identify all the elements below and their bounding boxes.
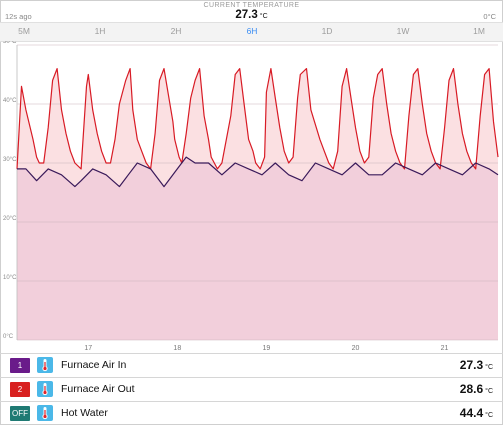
current-temperature-label: CURRENT TEMPERATURE — [203, 2, 300, 9]
series-line-furnace_out — [16, 68, 499, 170]
x-tick-label: 20 — [352, 345, 360, 352]
tab-6h[interactable]: 6H — [246, 26, 258, 36]
sensor-row-furnace-air-out[interactable]: 2 Furnace Air Out 28.6 °C — [0, 377, 503, 401]
tab-1m[interactable]: 1M — [473, 26, 485, 36]
sensor-value-unit: °C — [485, 388, 493, 395]
time-range-tabs: 5M 1H 2H 6H 1D 1W 1M — [0, 22, 503, 42]
y-tick-label: 40°C — [3, 98, 17, 104]
temperature-chart-svg[interactable]: 0°C 10°C 20°C 30°C 40°C 50°C 17 18 19 20 21 — [0, 39, 503, 354]
current-temperature-unit: °C — [259, 13, 268, 20]
sensor-name: Furnace Air In — [61, 359, 127, 371]
tab-1d[interactable]: 1D — [321, 26, 333, 36]
series-line-furnace_in — [17, 156, 499, 188]
y-tick-label: 0°C — [3, 334, 14, 340]
tab-1h[interactable]: 1H — [94, 26, 106, 36]
temperature-chart[interactable]: 0°C 10°C 20°C 30°C 40°C 50°C 17 18 19 20 21 — [0, 39, 503, 354]
unit-indicator: 0°C — [483, 12, 496, 21]
tab-5m[interactable]: 5M — [18, 26, 30, 36]
x-tick-label: 18 — [173, 345, 181, 352]
sensor-value-unit: °C — [485, 412, 493, 419]
x-tick-label: 17 — [84, 345, 92, 352]
sensor-row-furnace-air-in[interactable]: 1 Furnace Air In 27.3 °C — [0, 353, 503, 377]
thermometer-icon — [37, 405, 53, 421]
y-tick-label: 30°C — [3, 157, 17, 163]
current-temperature-header: CURRENT TEMPERATURE 12s ago 27.3 °C 0°C — [0, 0, 503, 22]
current-temperature-number: 27.3 — [235, 9, 258, 21]
sensor-value-unit: °C — [485, 364, 493, 371]
sensor-name: Hot Water — [61, 407, 108, 419]
sensor-value: 28.6 °C — [460, 382, 493, 396]
sensor-value: 44.4 °C — [460, 406, 493, 420]
series-area-furnace_in — [17, 157, 498, 340]
sensor-value-number: 44.4 — [459, 406, 484, 420]
sensor-badge: OFF — [10, 406, 30, 421]
tab-1w[interactable]: 1W — [396, 26, 410, 36]
sensor-badge: 2 — [10, 382, 30, 397]
sensor-value: 27.3 °C — [460, 358, 493, 372]
y-tick-label: 10°C — [3, 275, 17, 281]
x-tick-label: 21 — [441, 345, 449, 352]
sensor-row-hot-water[interactable]: OFF Hot Water 44.4 °C — [0, 401, 503, 425]
thermometer-icon — [37, 381, 53, 397]
sensor-badge: 1 — [10, 358, 30, 373]
sensor-value-number: 27.3 — [459, 358, 484, 372]
x-tick-label: 19 — [263, 345, 271, 352]
sensor-list: 1 Furnace Air In 27.3 °C 2 Furnace Air Ou… — [0, 353, 503, 425]
current-temperature-value: 27.3 °C — [0, 9, 503, 21]
sensor-name: Furnace Air Out — [61, 383, 135, 395]
sensor-value-number: 28.6 — [459, 382, 484, 396]
y-tick-label: 20°C — [3, 216, 17, 222]
tab-2h[interactable]: 2H — [170, 26, 182, 36]
last-update-age: 12s ago — [5, 12, 32, 21]
y-tick-label: 50°C — [3, 41, 17, 45]
thermometer-icon — [37, 357, 53, 373]
